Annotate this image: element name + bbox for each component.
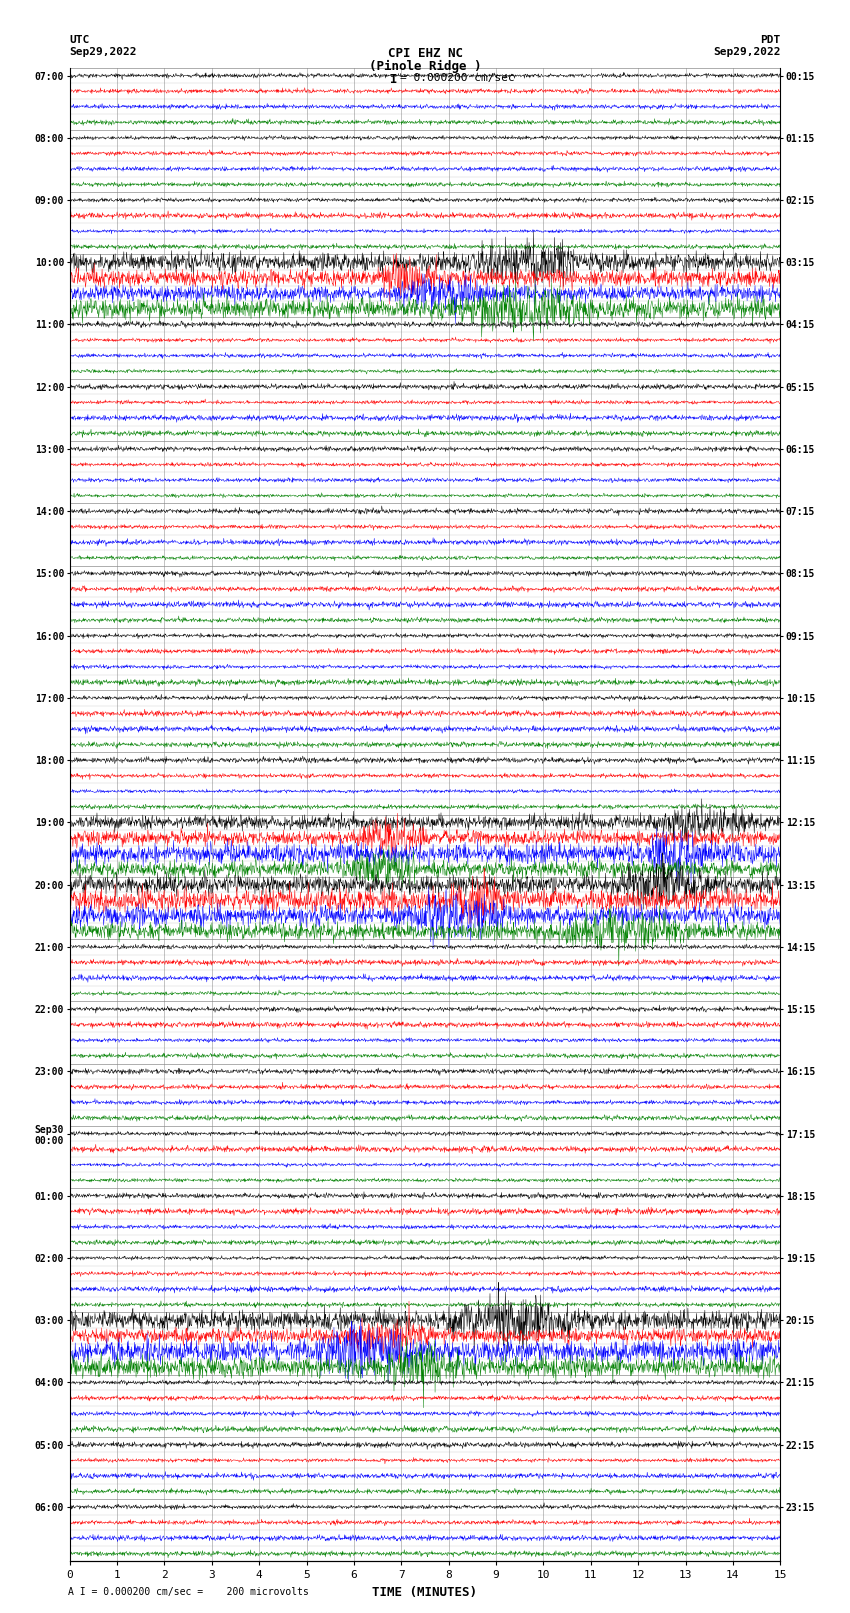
- Text: Sep29,2022: Sep29,2022: [713, 47, 780, 56]
- Text: Sep29,2022: Sep29,2022: [70, 47, 137, 56]
- Text: PDT: PDT: [760, 35, 780, 45]
- Text: UTC: UTC: [70, 35, 90, 45]
- Text: I: I: [390, 73, 397, 85]
- Text: CPI EHZ NC: CPI EHZ NC: [388, 47, 462, 60]
- Text: = 0.000200 cm/sec: = 0.000200 cm/sec: [400, 73, 514, 82]
- Text: A I = 0.000200 cm/sec =    200 microvolts: A I = 0.000200 cm/sec = 200 microvolts: [68, 1587, 309, 1597]
- Text: (Pinole Ridge ): (Pinole Ridge ): [369, 60, 481, 73]
- X-axis label: TIME (MINUTES): TIME (MINUTES): [372, 1586, 478, 1598]
